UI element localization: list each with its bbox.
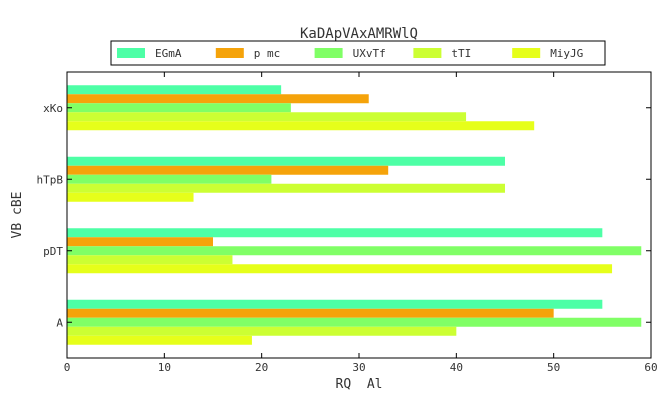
x-tick-label: 10 <box>158 361 171 374</box>
legend-swatch-p-mc <box>215 48 244 58</box>
legend-label-MiyJG: MiyJG <box>550 47 583 60</box>
x-tick-label: 50 <box>547 361 560 374</box>
legend-label-EGmA: EGmA <box>155 47 182 60</box>
bar-UXvTf-xKo <box>67 103 291 113</box>
y-tick-label: A <box>56 316 63 329</box>
y-axis-label: VB cBE <box>10 192 25 239</box>
y-tick-label: pDT <box>43 245 63 258</box>
x-axis-label: RQ Al <box>336 377 383 392</box>
x-tick-label: 20 <box>255 361 268 374</box>
y-tick-label: xKo <box>43 102 63 115</box>
bar-EGmA-A <box>67 299 603 309</box>
bar-MiyJG-hTpB <box>67 192 194 202</box>
legend-label-tTI: tTI <box>451 47 471 60</box>
bar-tTI-pDT <box>67 255 233 265</box>
bar-tTI-hTpB <box>67 183 505 193</box>
x-tick-label: 60 <box>644 361 657 374</box>
y-tick-label: hTpB <box>37 173 64 186</box>
bar-UXvTf-pDT <box>67 246 642 256</box>
chart-title: KaDApVAxAMRWlQ <box>300 26 418 42</box>
bar-UXvTf-A <box>67 317 642 327</box>
legend-label-UXvTf: UXvTf <box>353 47 386 60</box>
bar-tTI-A <box>67 326 457 336</box>
bar-MiyJG-pDT <box>67 264 613 274</box>
bars-group <box>67 85 642 345</box>
bar-MiyJG-xKo <box>67 121 535 131</box>
bar-p-mc-A <box>67 308 554 318</box>
bar-tTI-xKo <box>67 112 467 122</box>
bar-MiyJG-A <box>67 335 252 345</box>
legend-swatch-tTI <box>413 48 442 58</box>
bar-p-mc-pDT <box>67 237 213 247</box>
legend-swatch-MiyJG <box>512 48 541 58</box>
bar-UXvTf-hTpB <box>67 174 272 184</box>
legend-swatch-EGmA <box>117 48 145 58</box>
bar-EGmA-hTpB <box>67 156 505 166</box>
legend-label-p-mc: p mc <box>254 47 280 60</box>
bar-p-mc-hTpB <box>67 165 389 175</box>
bar-EGmA-xKo <box>67 85 282 95</box>
x-tick-label: 40 <box>450 361 463 374</box>
bar-EGmA-pDT <box>67 228 603 238</box>
bar-p-mc-xKo <box>67 94 369 104</box>
legend: EGmA p mc UXvTf tTI MiyJG <box>110 40 606 66</box>
legend-swatch-UXvTf <box>314 48 343 58</box>
x-tick-label: 0 <box>64 361 71 374</box>
x-tick-label: 30 <box>352 361 365 374</box>
